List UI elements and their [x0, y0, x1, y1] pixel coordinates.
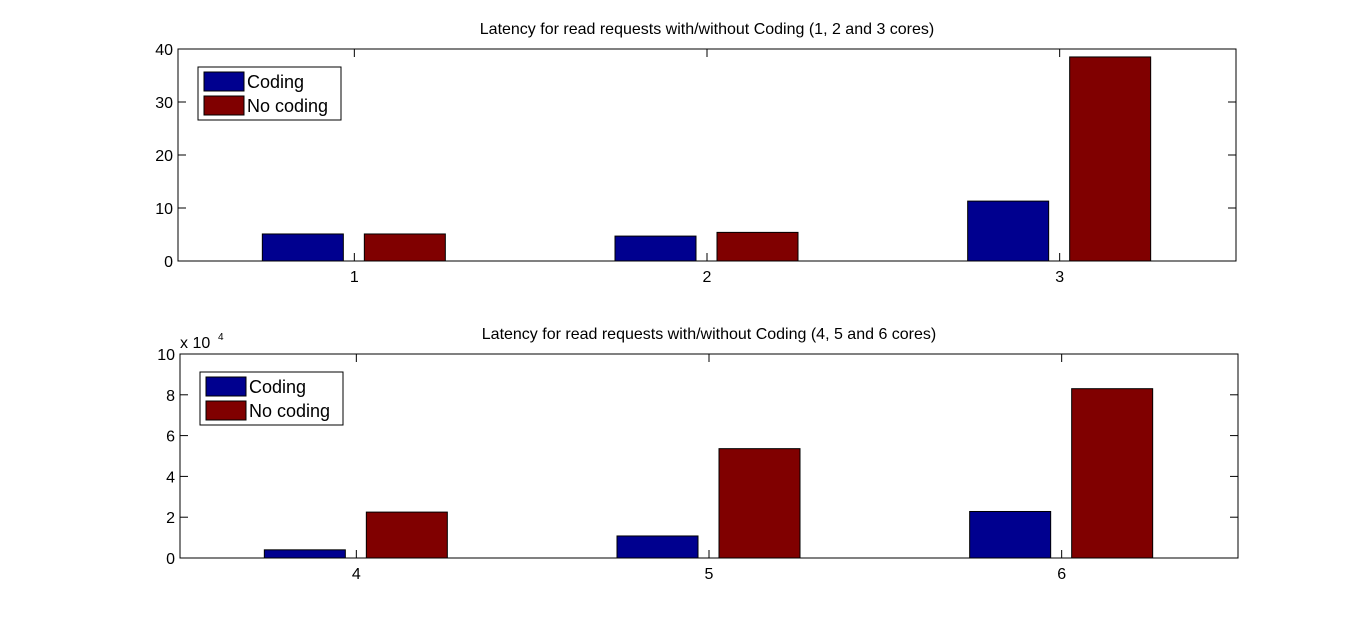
bar-no-coding-6	[1071, 388, 1154, 559]
bar-coding-4	[263, 549, 346, 559]
y-tick-label: 4	[166, 469, 175, 486]
y-tick-label: 40	[155, 42, 173, 59]
chart-title: Latency for read requests with/without C…	[480, 21, 934, 38]
legend-label: Coding	[249, 377, 306, 397]
bar-coding-6	[969, 510, 1052, 559]
bar-no-coding-2	[716, 231, 799, 262]
bar-coding-3	[967, 200, 1050, 262]
y-tick-label: 10	[157, 347, 175, 364]
legend: Coding No coding	[199, 371, 344, 426]
y-tick-label: 0	[166, 551, 175, 568]
x-tick-label: 5	[705, 566, 714, 583]
y-tick-label: 0	[164, 254, 173, 271]
bar-no-coding-3	[1069, 56, 1152, 262]
x-tick-label: 1	[350, 269, 359, 286]
y-tick-label: 8	[166, 388, 175, 405]
bar-no-coding-4	[365, 511, 448, 559]
x-tick-label: 6	[1057, 566, 1066, 583]
x-tick-label: 3	[1055, 269, 1064, 286]
legend-swatch-no-coding	[205, 400, 247, 421]
y-tick-label: 10	[155, 201, 173, 218]
bar-coding-5	[616, 535, 699, 559]
legend-label: Coding	[247, 72, 304, 92]
legend-swatch-coding	[203, 71, 245, 92]
y-tick-label: 2	[166, 510, 175, 527]
legend-swatch-no-coding	[203, 95, 245, 116]
y-scale-label: x 10	[180, 335, 210, 352]
y-scale-exponent: 4	[218, 332, 224, 343]
legend-label: No coding	[247, 96, 328, 116]
y-tick-label: 20	[155, 148, 173, 165]
chart-2: 4 5 6 0 2 4 6 8 10 x 10 4 Latency for read requests…	[157, 326, 1239, 583]
x-tick-label: 4	[352, 566, 361, 583]
bar-coding-2	[614, 235, 697, 262]
bar-no-coding-5	[718, 448, 801, 559]
chart-title: Latency for read requests with/without C…	[482, 326, 936, 343]
bar-coding-1	[261, 233, 344, 262]
legend: Coding No coding	[197, 66, 342, 121]
bar-no-coding-1	[363, 233, 446, 262]
x-tick-label: 2	[703, 269, 712, 286]
y-tick-label: 30	[155, 95, 173, 112]
axes-box	[179, 353, 1239, 559]
y-tick-label: 6	[166, 429, 175, 446]
legend-swatch-coding	[205, 376, 247, 397]
legend-label: No coding	[249, 401, 330, 421]
